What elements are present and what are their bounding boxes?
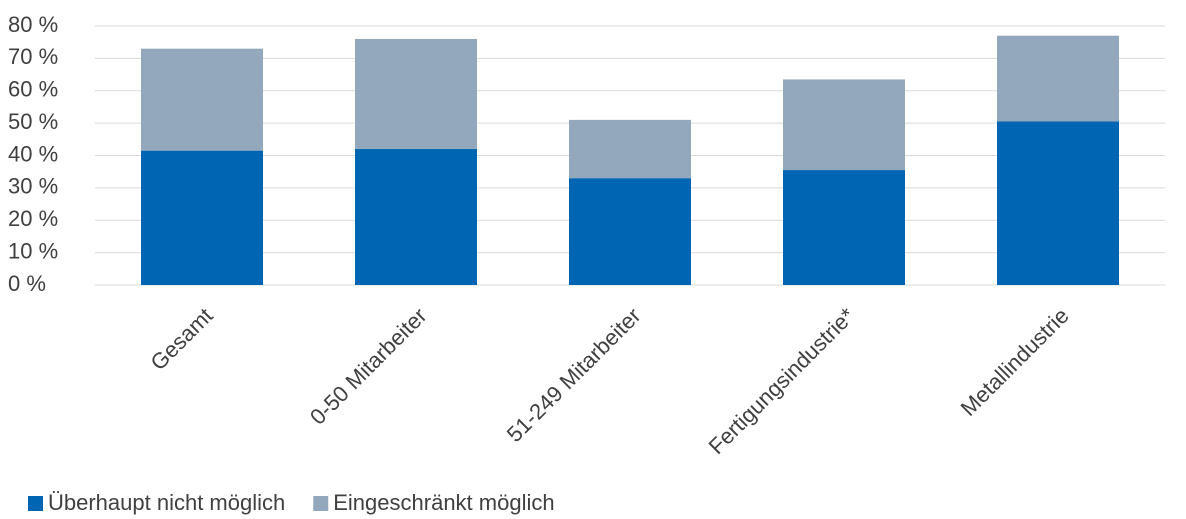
legend-label: Überhaupt nicht möglich [48,490,285,515]
y-tick-label: 20 % [8,206,58,231]
y-tick-label: 80 % [8,12,58,37]
bar-segment [783,170,905,285]
bar-segment [783,79,905,171]
y-tick-label: 10 % [8,238,58,263]
bar-segment [569,178,691,285]
bar-segment [141,48,263,151]
y-tick-label: 50 % [8,109,58,134]
bar-segment [141,150,263,285]
y-tick-label: 40 % [8,141,58,166]
bar-segment [569,119,691,179]
legend-swatch [28,496,43,511]
bar-segment [355,149,477,285]
x-tick-label: 0-50 Mitarbeiter [305,303,432,430]
y-tick-label: 0 % [8,271,46,296]
x-tick-label: Metallindustrie [956,303,1074,421]
bar-segment [355,38,477,150]
x-tick-label: Fertigungsindustrie* [704,303,860,459]
legend-swatch [313,496,329,511]
legend-label: Eingeschränkt möglich [333,490,554,515]
y-tick-label: 30 % [8,174,58,199]
bar-segment [997,35,1119,122]
y-tick-label: 70 % [8,44,58,69]
bar-segment [997,121,1119,285]
x-tick-label: 51-249 Mitarbeiter [502,303,646,447]
x-tick-label: Gesamt [145,303,217,375]
y-tick-label: 60 % [8,77,58,102]
